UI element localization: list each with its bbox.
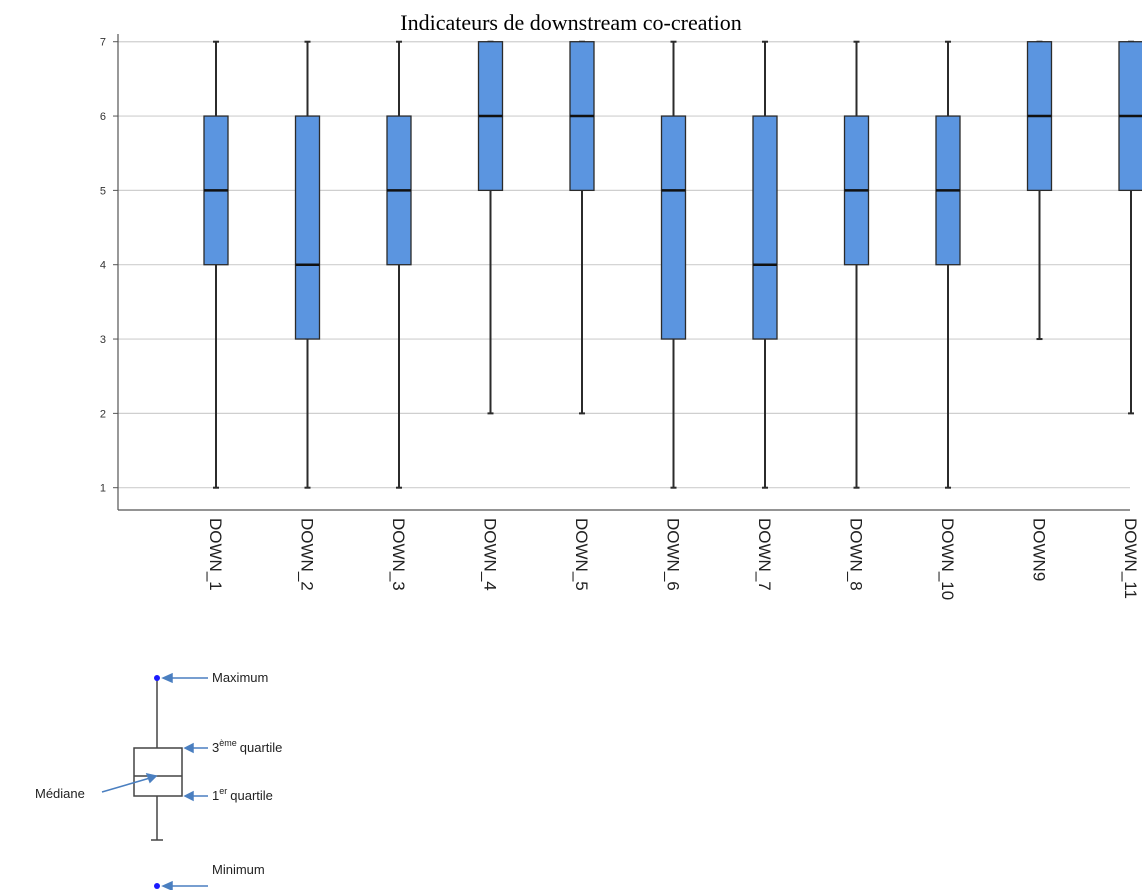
- box-DOWN_11: [1118, 40, 1142, 415]
- y-tick-labels: 1 2 3 4 5 6 7: [100, 37, 106, 495]
- y-tick-label: 4: [100, 260, 106, 272]
- legend-arrows: [101, 672, 208, 890]
- legend-label-maximum: Maximum: [212, 670, 268, 685]
- y-tick-label: 5: [100, 185, 106, 197]
- y-tick-label: 7: [100, 37, 106, 49]
- x-tick-labels: DOWN_1 DOWN_2 DOWN_3 DOWN_4 DOWN_5 DOWN_6 DOWN…: [206, 518, 1140, 600]
- box-DOWN_7: [752, 40, 778, 489]
- x-tick-label: DOWN9: [1030, 518, 1049, 581]
- y-tick-label: 3: [100, 334, 106, 346]
- boxplot-legend: Maximum 3ème quartile Médiane 1er quartile…: [35, 670, 282, 890]
- legend-label-median: Médiane: [35, 786, 85, 801]
- box-DOWN_8: [843, 40, 870, 489]
- legend-label-minimum: Minimum: [212, 862, 265, 877]
- x-tick-label: DOWN_1: [206, 518, 225, 591]
- x-tick-label: DOWN_8: [847, 518, 866, 591]
- y-tick-label: 6: [100, 111, 106, 123]
- box-DOWN_2: [294, 40, 321, 489]
- x-tick-label: DOWN_5: [572, 518, 591, 591]
- x-tick-label: DOWN_6: [664, 518, 683, 591]
- legend-label-q1: 1er quartile: [212, 786, 273, 803]
- arrow-median-icon: [101, 777, 151, 793]
- x-tick-label: DOWN_3: [389, 518, 408, 591]
- boxes: [203, 40, 1142, 489]
- y-tick-label: 2: [100, 408, 106, 420]
- legend-label-q3: 3ème quartile: [212, 738, 282, 755]
- box-iqr: [660, 115, 687, 340]
- legend-box: [133, 747, 183, 797]
- x-tick-label: DOWN_11: [1121, 518, 1140, 599]
- axes: [113, 34, 1130, 511]
- grid-lines: [118, 41, 1130, 489]
- legend-max-point: [154, 675, 160, 681]
- box-iqr: [752, 115, 778, 340]
- x-tick-label: DOWN_2: [298, 518, 317, 591]
- legend-min-point: [154, 883, 160, 889]
- x-tick-label: DOWN_10: [938, 518, 957, 600]
- box-DOWN_1: [203, 40, 229, 489]
- box-DOWN_3: [386, 40, 412, 489]
- box-DOWN_5: [569, 40, 595, 415]
- x-tick-label: DOWN_7: [755, 518, 774, 591]
- y-tick-label: 1: [100, 483, 106, 495]
- chart-title: Indicateurs de downstream co-creation: [400, 10, 742, 35]
- box-DOWN9: [1026, 40, 1053, 341]
- box-DOWN_6: [660, 40, 687, 489]
- x-tick-label: DOWN_4: [481, 518, 500, 591]
- box-DOWN_10: [935, 40, 961, 489]
- box-iqr: [294, 115, 321, 340]
- box-DOWN_4: [477, 40, 504, 415]
